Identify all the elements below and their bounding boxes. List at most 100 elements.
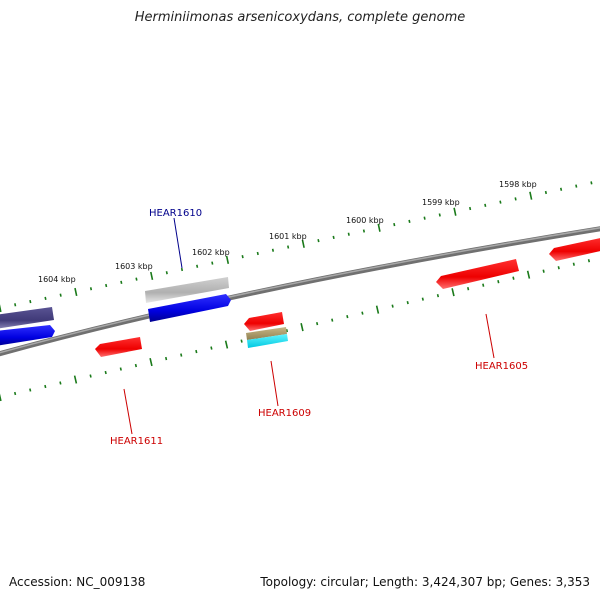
- outer-scale-tick: [256, 251, 259, 256]
- inner-scale-ticks: [0, 259, 591, 402]
- inner-scale-tick: [149, 357, 153, 367]
- inner-scale-tick: [300, 323, 304, 332]
- scale-label-1601: 1601 kbp: [269, 232, 307, 241]
- inner-scale-tick: [195, 349, 198, 354]
- outer-scale-tick: [484, 203, 487, 207]
- inner-scale-tick: [361, 311, 364, 315]
- inner-scale-tick: [587, 259, 591, 263]
- outer-scale-tick: [211, 261, 214, 265]
- outer-scale-tick: [423, 216, 426, 220]
- outer-scale-tick: [590, 181, 593, 185]
- gene-label-hear1610[interactable]: HEAR1610: [149, 208, 202, 219]
- outer-scale-tick: [362, 229, 366, 233]
- inner-scale-tick: [436, 294, 440, 298]
- outer-scale-tick: [74, 287, 78, 297]
- inner-scale-tick: [13, 391, 17, 396]
- outer-scale-tick: [120, 280, 123, 284]
- inner-scale-tick: [240, 339, 243, 343]
- outer-scale-tick: [559, 187, 563, 191]
- outer-scale-tick: [150, 271, 154, 280]
- gene-blue-forward-left[interactable]: [0, 325, 55, 346]
- outer-scale-tick: [0, 304, 2, 313]
- inner-scale-tick: [134, 363, 138, 368]
- outer-scale-tick: [317, 238, 320, 243]
- genome-info-text: Topology: circular; Length: 3,424,307 bp…: [260, 575, 590, 589]
- inner-scale-tick: [375, 305, 380, 314]
- gene-red-hear1611[interactable]: [95, 337, 142, 357]
- map-title: Herminiimonas arsenicoxydans, complete g…: [134, 10, 466, 25]
- inner-scale-tick: [497, 280, 500, 284]
- outer-scale-tick: [29, 299, 32, 304]
- genome-backbone-highlight: [0, 227, 600, 354]
- outer-scale-tick: [135, 277, 138, 281]
- outer-scale-tick: [544, 190, 548, 195]
- inner-scale-tick: [482, 283, 485, 287]
- outer-scale-tick: [59, 293, 62, 297]
- inner-scale-tick: [406, 301, 409, 305]
- outer-scale-ticks: [0, 181, 593, 313]
- leader-line-hear1605: [485, 313, 495, 359]
- outer-scale-tick: [225, 255, 230, 264]
- outer-scale-tick: [347, 232, 350, 236]
- scale-label-1599: 1599 kbp: [422, 198, 460, 207]
- outer-scale-tick: [105, 283, 108, 288]
- inner-scale-tick: [210, 346, 213, 350]
- outer-scale-tick: [469, 206, 472, 211]
- gene-red-hear1605[interactable]: [436, 259, 519, 289]
- outer-scale-tick: [408, 219, 411, 224]
- outer-scale-tick: [514, 197, 517, 201]
- outer-scale-tick: [453, 207, 457, 216]
- gene-label-hear1609[interactable]: HEAR1609: [258, 408, 311, 419]
- inner-scale-tick: [285, 328, 289, 333]
- outer-scale-tick: [438, 213, 441, 217]
- scale-label-1598: 1598 kbp: [499, 180, 537, 189]
- outer-scale-tick: [529, 191, 533, 200]
- inner-scale-tick: [44, 384, 47, 389]
- inner-scale-tick: [29, 388, 32, 392]
- outer-scale-tick: [377, 223, 381, 232]
- scale-label-1602: 1602 kbp: [192, 248, 230, 257]
- gene-cyan-hear1609[interactable]: [247, 334, 288, 348]
- outer-scale-tick: [575, 184, 578, 188]
- inner-scale-tick: [119, 367, 122, 371]
- outer-scale-tick: [287, 245, 290, 249]
- inner-scale-tick: [391, 304, 394, 308]
- scale-label-1603: 1603 kbp: [115, 262, 153, 271]
- gene-red-right-edge[interactable]: [549, 237, 600, 261]
- leader-line-hear1610: [173, 217, 183, 269]
- outer-scale-tick: [180, 267, 184, 272]
- inner-scale-tick: [421, 297, 424, 301]
- inner-scale-tick: [73, 375, 78, 384]
- gene-label-hear1605[interactable]: HEAR1605: [475, 361, 528, 372]
- outer-scale-tick: [165, 271, 168, 275]
- outer-scale-tick: [89, 287, 93, 291]
- outer-scale-tick: [393, 222, 396, 227]
- inner-scale-tick: [164, 356, 168, 361]
- gene-grey-forward[interactable]: [145, 277, 229, 303]
- gene-purple-forward[interactable]: [0, 307, 54, 329]
- outer-scale-tick: [241, 255, 244, 259]
- outer-scale-tick: [44, 296, 47, 301]
- outer-scale-tick: [499, 200, 502, 204]
- inner-scale-tick: [526, 270, 531, 279]
- inner-scale-tick: [224, 340, 229, 349]
- leader-line-hear1611: [123, 388, 133, 435]
- outer-scale-tick: [332, 235, 335, 240]
- inner-scale-tick: [557, 266, 560, 270]
- gene-olive-hear1609[interactable]: [246, 327, 287, 340]
- genome-backbone: [0, 226, 600, 357]
- inner-scale-tick: [346, 314, 349, 319]
- gene-blue-forward-hear1610[interactable]: [148, 294, 231, 322]
- outer-scale-tick: [271, 248, 275, 252]
- inner-scale-tick: [89, 374, 92, 378]
- inner-scale-tick: [0, 393, 2, 402]
- outer-scale-tick: [301, 239, 305, 248]
- inner-scale-tick: [542, 269, 545, 273]
- gene-red-hear1609[interactable]: [244, 312, 284, 331]
- inner-scale-tick: [512, 276, 515, 280]
- accession-text: Accession: NC_009138: [9, 575, 146, 589]
- inner-scale-tick: [180, 353, 183, 357]
- inner-scale-tick: [467, 287, 470, 291]
- gene-label-hear1611[interactable]: HEAR1611: [110, 436, 163, 447]
